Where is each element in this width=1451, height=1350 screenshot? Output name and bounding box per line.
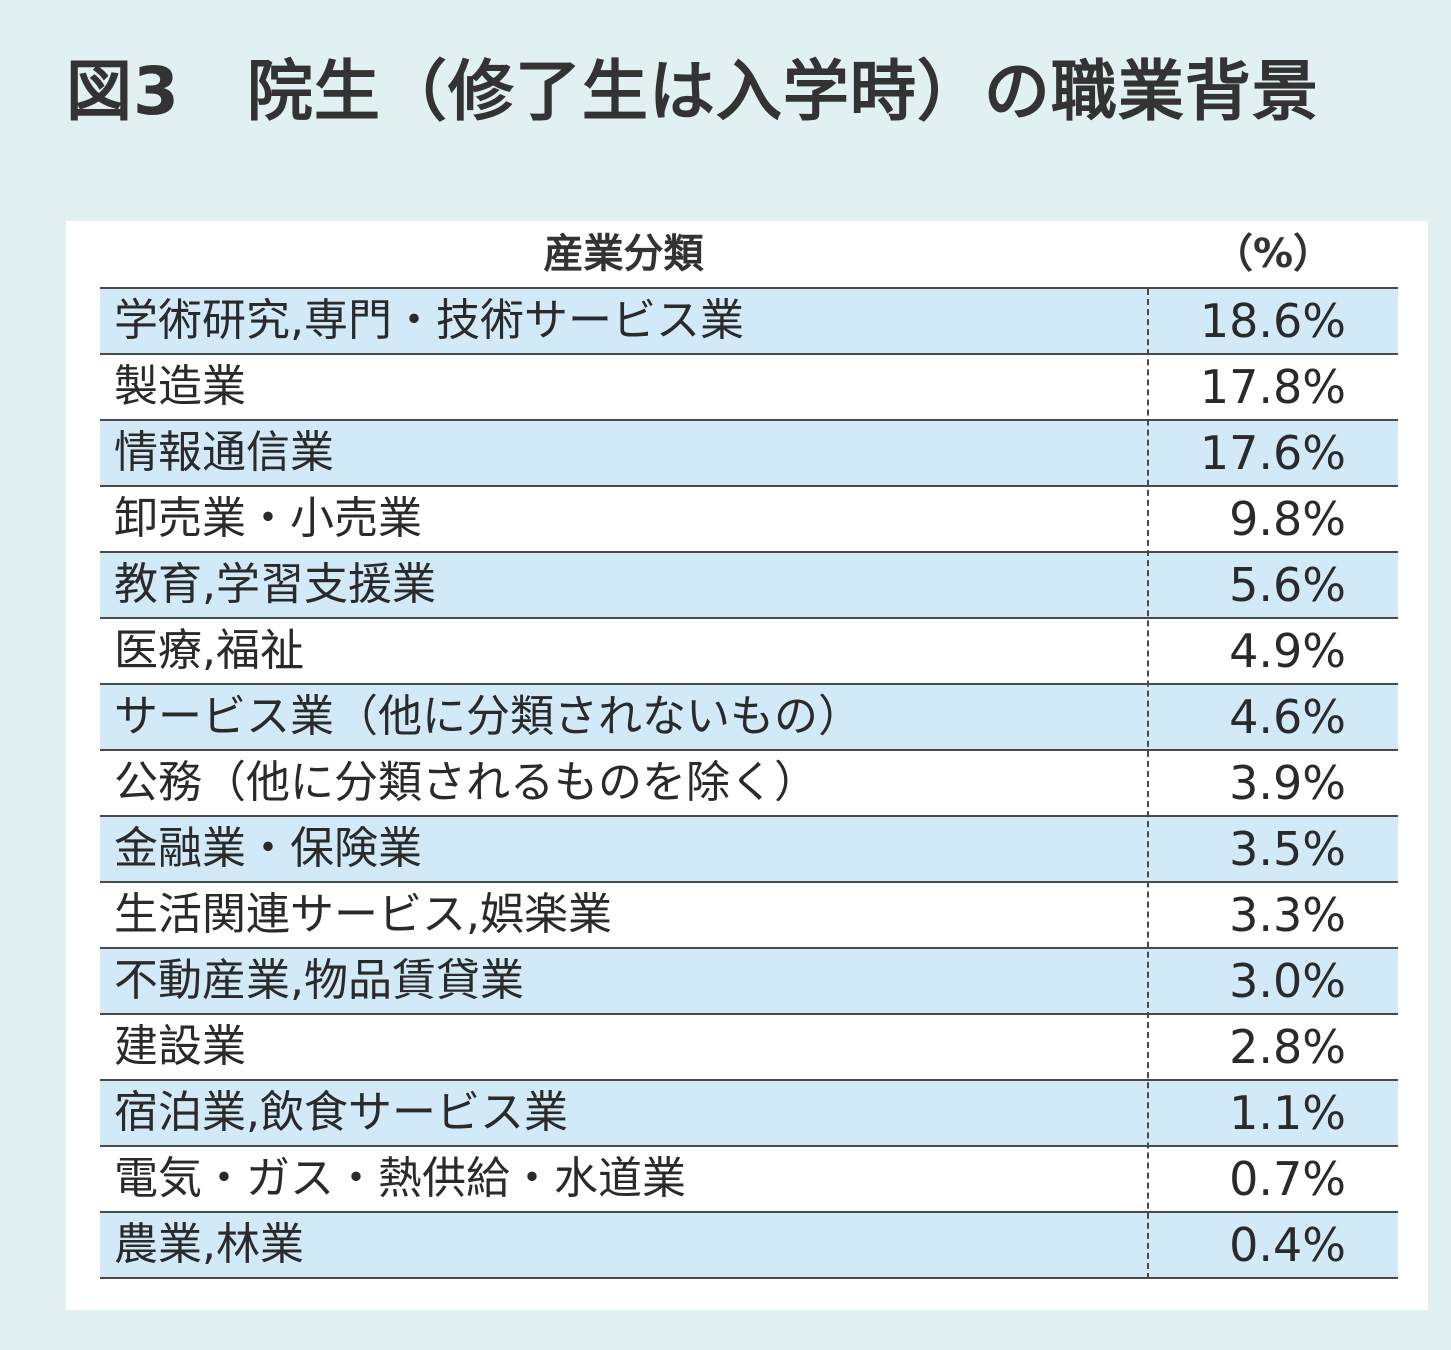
- category-cell: サービス業（他に分類されないもの）: [114, 691, 862, 742]
- percent-cell: 4.9%: [1229, 624, 1346, 678]
- category-cell: 公務（他に分類されるものを除く）: [114, 757, 818, 808]
- table-row: 学術研究,専門・技術サービス業 18.6%: [100, 289, 1398, 355]
- table-panel: 産業分類 （%） 学術研究,専門・技術サービス業 18.6% 製造業 17.8% 情報通…: [66, 221, 1428, 1310]
- percent-cell: 3.0%: [1229, 954, 1346, 1008]
- table-row: 不動産業,物品賃貸業 3.0%: [100, 949, 1398, 1015]
- table-row: 卸売業・小売業 9.8%: [100, 487, 1398, 553]
- percent-cell: 17.6%: [1199, 426, 1346, 480]
- table-row: 金融業・保険業 3.5%: [100, 817, 1398, 883]
- category-cell: 医療,福祉: [114, 625, 304, 676]
- table-row: 生活関連サービス,娯楽業 3.3%: [100, 883, 1398, 949]
- category-cell: 学術研究,専門・技術サービス業: [114, 295, 744, 346]
- category-cell: 製造業: [114, 361, 246, 412]
- table-row: 医療,福祉 4.9%: [100, 619, 1398, 685]
- category-cell: 教育,学習支援業: [114, 559, 436, 610]
- percent-cell: 4.6%: [1229, 690, 1346, 744]
- table-row: 宿泊業,飲食サービス業 1.1%: [100, 1081, 1398, 1147]
- percent-cell: 5.6%: [1229, 558, 1346, 612]
- table-row: 農業,林業 0.4%: [100, 1213, 1398, 1279]
- table-row: 電気・ガス・熱供給・水道業 0.7%: [100, 1147, 1398, 1213]
- percent-cell: 0.4%: [1229, 1218, 1346, 1272]
- percent-cell: 3.3%: [1229, 888, 1346, 942]
- percent-cell: 0.7%: [1229, 1152, 1346, 1206]
- category-cell: 農業,林業: [114, 1219, 304, 1270]
- table-row: 公務（他に分類されるものを除く） 3.9%: [100, 751, 1398, 817]
- category-cell: 電気・ガス・熱供給・水道業: [114, 1153, 686, 1204]
- percent-cell: 1.1%: [1229, 1086, 1346, 1140]
- category-cell: 建設業: [114, 1021, 246, 1072]
- category-cell: 情報通信業: [114, 427, 334, 478]
- percent-cell: 3.9%: [1229, 756, 1346, 810]
- table-row: 建設業 2.8%: [100, 1015, 1398, 1081]
- table-row: サービス業（他に分類されないもの） 4.6%: [100, 685, 1398, 751]
- category-cell: 宿泊業,飲食サービス業: [114, 1087, 568, 1138]
- percent-cell: 18.6%: [1199, 294, 1346, 348]
- column-divider: [1147, 289, 1149, 1279]
- percent-cell: 3.5%: [1229, 822, 1346, 876]
- category-cell: 卸売業・小売業: [114, 493, 422, 544]
- table-row: 製造業 17.8%: [100, 355, 1398, 421]
- table-body: 学術研究,専門・技術サービス業 18.6% 製造業 17.8% 情報通信業 17.6% 卸売…: [100, 287, 1398, 1279]
- percent-cell: 2.8%: [1229, 1020, 1346, 1074]
- table-header: 産業分類 （%）: [100, 221, 1398, 287]
- category-cell: 生活関連サービス,娯楽業: [114, 889, 612, 940]
- percent-cell: 17.8%: [1199, 360, 1346, 414]
- table-row: 情報通信業 17.6%: [100, 421, 1398, 487]
- header-percent: （%）: [1212, 231, 1334, 277]
- header-category: 産業分類: [543, 231, 704, 277]
- category-cell: 不動産業,物品賃貸業: [114, 955, 524, 1006]
- table-row: 教育,学習支援業 5.6%: [100, 553, 1398, 619]
- chart-title: 図3 院生（修了生は入学時）の職業背景: [66, 53, 1319, 130]
- percent-cell: 9.8%: [1229, 492, 1346, 546]
- category-cell: 金融業・保険業: [114, 823, 422, 874]
